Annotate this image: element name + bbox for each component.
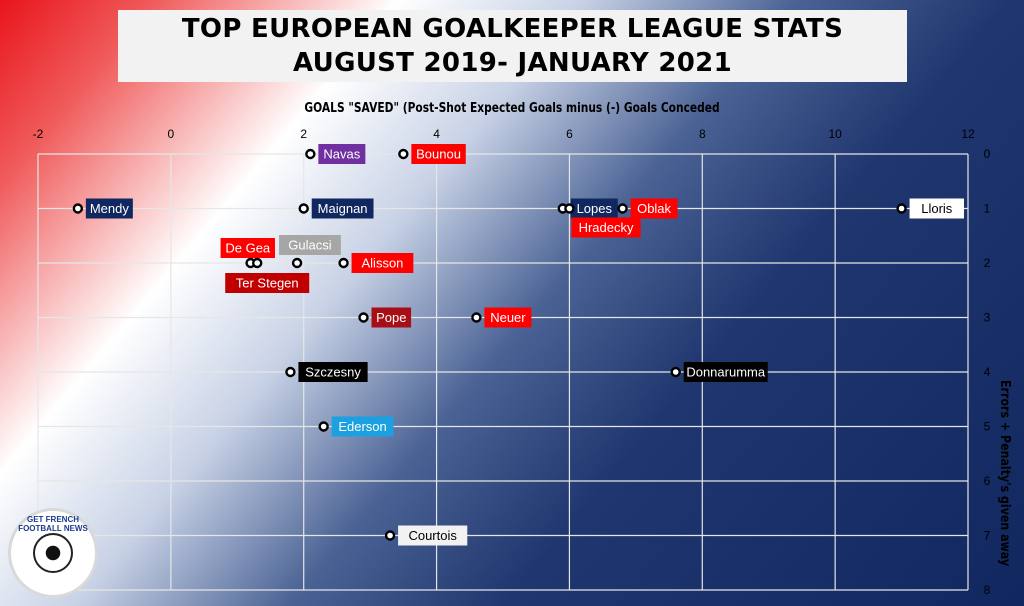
point-label-box [331, 416, 394, 437]
point-label: Donnarumma [686, 365, 766, 380]
data-point [670, 366, 681, 378]
y-tick-label: 7 [984, 529, 991, 543]
x-tick-label: 2 [300, 127, 307, 141]
point-label-box [279, 235, 341, 255]
get-french-football-news-logo: GET FRENCH FOOTBALL NEWS [8, 508, 98, 598]
x-tick-label: 8 [699, 127, 706, 141]
data-point [252, 257, 263, 269]
point-label: Courtois [408, 528, 457, 543]
logo-text: GET FRENCH FOOTBALL NEWS [18, 515, 88, 533]
football-icon [33, 533, 73, 573]
y-tick-label: 2 [984, 256, 991, 270]
x-axis-label: GOALS "SAVED" (Post-Shot Expected Goals … [304, 101, 720, 116]
point-label: Oblak [637, 201, 671, 216]
point-label-box [298, 362, 368, 382]
data-point [896, 203, 907, 214]
y-tick-label: 8 [984, 583, 991, 597]
x-tick-label: 10 [828, 127, 842, 141]
point-label-box [570, 198, 618, 219]
data-point [384, 530, 396, 541]
point-label-box [398, 525, 468, 546]
point-label: Ederson [338, 419, 386, 434]
point-label-box [225, 273, 310, 293]
point-label: Hradecky [579, 220, 634, 235]
point-label: Szczesny [305, 365, 361, 380]
data-point [564, 203, 575, 214]
data-point [72, 203, 84, 214]
data-point [471, 312, 482, 323]
point-label: Navas [323, 147, 360, 162]
point-label: Maignan [318, 201, 368, 216]
point-label: Mendy [90, 201, 130, 216]
x-tick-label: 4 [433, 127, 440, 141]
point-label-box [571, 217, 641, 238]
point-label: Lloris [921, 201, 953, 216]
y-tick-label: 1 [984, 202, 991, 216]
point-label-box [371, 307, 412, 328]
chart-title-box: TOP EUROPEAN GOALKEEPER LEAGUE STATS AUG… [118, 10, 907, 82]
point-label: Bounou [416, 147, 461, 162]
x-tick-label: -2 [33, 127, 44, 141]
point-label: Alisson [362, 256, 404, 271]
point-label-box [220, 238, 275, 258]
data-point [398, 148, 409, 160]
point-label-box [351, 253, 414, 273]
y-tick-label: 5 [984, 420, 991, 434]
data-point [617, 203, 628, 214]
data-point [338, 257, 349, 269]
y-tick-label: 6 [984, 474, 991, 488]
data-point [291, 257, 303, 269]
x-tick-label: 6 [566, 127, 573, 141]
data-point [305, 148, 316, 160]
point-label-box [683, 362, 768, 382]
point-label: Ter Stegen [236, 276, 299, 291]
point-label-box [311, 198, 374, 219]
data-point [358, 312, 369, 323]
y-tick-label: 4 [984, 365, 991, 379]
point-label-box [484, 307, 532, 328]
x-tick-label: 12 [961, 127, 975, 141]
point-label-box [411, 144, 466, 164]
point-label: Pope [376, 310, 406, 325]
data-point [298, 203, 309, 214]
point-label: Neuer [490, 310, 526, 325]
x-tick-label: 0 [168, 127, 175, 141]
point-label-box [909, 198, 964, 219]
y-tick-label: 0 [984, 147, 991, 161]
data-point [318, 421, 329, 432]
chart-title: TOP EUROPEAN GOALKEEPER LEAGUE STATS AUG… [181, 14, 844, 78]
data-point [285, 366, 296, 378]
point-label-box [630, 198, 678, 219]
point-label-box [318, 144, 366, 164]
point-label: De Gea [225, 241, 271, 256]
point-label: Lopes [577, 201, 613, 216]
point-label: Gulacsi [288, 238, 331, 253]
y-tick-label: 3 [984, 311, 991, 325]
point-label-box [85, 198, 133, 219]
